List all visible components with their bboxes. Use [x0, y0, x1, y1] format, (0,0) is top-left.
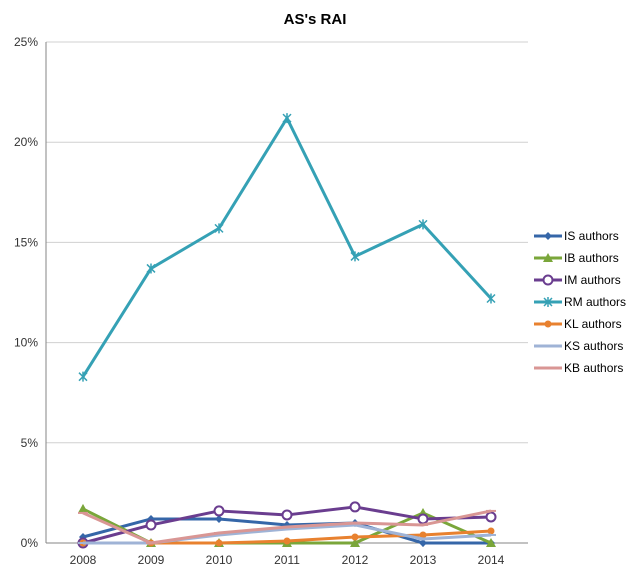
legend-label: IM authors	[564, 273, 621, 287]
x-tick-label: 2014	[478, 553, 505, 566]
data-point	[350, 251, 360, 262]
data-point	[418, 219, 428, 230]
legend-marker	[542, 274, 554, 286]
data-point	[145, 519, 157, 531]
series-lines	[77, 113, 497, 549]
data-point	[351, 533, 359, 541]
legend-marker	[544, 320, 552, 328]
data-point	[350, 538, 360, 547]
data-point	[146, 263, 156, 274]
legend-label: KS authors	[564, 339, 623, 353]
data-point	[486, 538, 496, 547]
axes: 0% 5% 10% 15% 20% 25% 2008 2009 2010 2011 2012 2013…	[14, 35, 528, 566]
y-tick-label: 25%	[14, 35, 38, 49]
y-tick-label: 15%	[14, 235, 38, 249]
data-point	[78, 503, 88, 513]
data-point	[417, 513, 429, 525]
data-point	[283, 537, 291, 545]
legend-item: RM authors	[534, 295, 626, 309]
data-point	[215, 539, 223, 547]
legend-label: KL authors	[564, 317, 622, 331]
legend-item: IS authors	[534, 229, 619, 243]
data-point	[486, 293, 496, 304]
data-point	[349, 501, 361, 513]
x-tick-label: 2010	[206, 553, 233, 566]
data-point	[213, 505, 225, 517]
legend-item: KS authors	[534, 339, 623, 353]
legend-marker	[543, 253, 553, 262]
chart-title: AS's RAI	[284, 11, 347, 28]
legend-label: IB authors	[564, 251, 619, 265]
legend-marker	[543, 297, 553, 307]
data-point	[78, 371, 88, 382]
x-tick-label: 2012	[342, 553, 369, 566]
legend-item: IM authors	[534, 273, 621, 287]
data-point	[214, 223, 224, 234]
legend-label: KB authors	[564, 361, 623, 375]
x-tick-label: 2008	[70, 553, 97, 566]
data-point	[282, 113, 292, 124]
legend: IS authors IB authors IM authors RM authors…	[534, 229, 626, 375]
data-point	[485, 511, 497, 523]
series-line	[81, 116, 493, 378]
data-point	[487, 527, 495, 535]
data-point	[419, 531, 427, 539]
legend-label: IS authors	[564, 229, 619, 243]
y-tick-label: 0%	[21, 536, 39, 550]
legend-item: KB authors	[534, 361, 623, 375]
x-tick-label: 2013	[410, 553, 437, 566]
x-tick-label: 2009	[138, 553, 165, 566]
legend-marker	[544, 232, 552, 240]
legend-item: IB authors	[534, 251, 619, 265]
data-point	[281, 509, 293, 521]
y-tick-label: 10%	[14, 336, 38, 350]
data-point	[419, 539, 427, 547]
legend-label: RM authors	[564, 295, 626, 309]
series-group	[78, 509, 496, 545]
x-tick-label: 2011	[274, 553, 300, 566]
series-group	[78, 113, 496, 382]
data-point	[215, 514, 223, 523]
y-tick-label: 20%	[14, 135, 38, 149]
y-tick-label: 5%	[21, 436, 39, 450]
legend-item: KL authors	[534, 317, 622, 331]
